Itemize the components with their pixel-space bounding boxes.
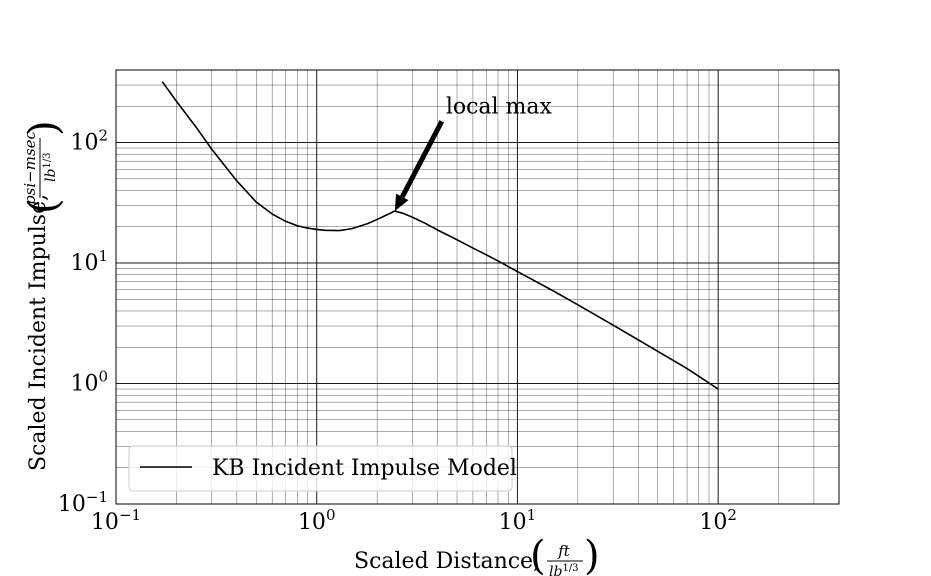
annotation-label: local max [446, 94, 553, 119]
x-tick-label: 100 [298, 506, 336, 535]
x-axis-label-text: Scaled Distance, [354, 549, 540, 574]
series-line [161, 81, 719, 390]
annotation-arrow-shaft [400, 120, 445, 199]
x-unit-paren-open: ( [530, 533, 546, 576]
annotation-arrow-head [394, 193, 409, 212]
y-tick-label: 10−1 [58, 488, 108, 517]
y-unit-denominator: lb1/3 [42, 152, 59, 182]
x-unit-paren-close: ) [584, 533, 600, 576]
y-unit-numerator: psi−msec [21, 130, 39, 204]
annotation: local max [394, 94, 553, 212]
y-tick-label: 101 [70, 247, 108, 276]
legend[interactable]: KB Incident Impulse Model [128, 445, 517, 492]
y-tick-label: 100 [70, 368, 108, 397]
y-axis-label-group: Scaled Incident Impulse,(psi−msec lb1/3) [21, 120, 67, 471]
y-tick-label: 102 [70, 127, 108, 156]
axes-frame [115, 69, 840, 505]
grid [115, 69, 840, 505]
y-axis-label: Scaled Incident Impulse,(psi−msec lb1/3) [21, 120, 67, 471]
series-layer [161, 81, 719, 390]
x-unit-numerator: ft [557, 542, 571, 560]
x-unit-denominator: lb1/3 [549, 563, 579, 576]
x-tick-label: 102 [699, 506, 737, 535]
legend-box [128, 445, 513, 492]
x-tick-label: 101 [499, 506, 537, 535]
y-unit-paren-close: ) [21, 120, 67, 136]
legend-entry: KB Incident Impulse Model [212, 456, 517, 481]
y-unit-paren-open: ( [21, 198, 67, 214]
x-axis-label: Scaled Distance,( ft lb1/3) [354, 533, 600, 576]
x-tick-label: 10−1 [91, 506, 141, 535]
tick-labels: 10−1 100 101 102 10−1 100 101 102 [58, 127, 737, 535]
y-axis-label-text: Scaled Incident Impulse, [26, 194, 51, 471]
